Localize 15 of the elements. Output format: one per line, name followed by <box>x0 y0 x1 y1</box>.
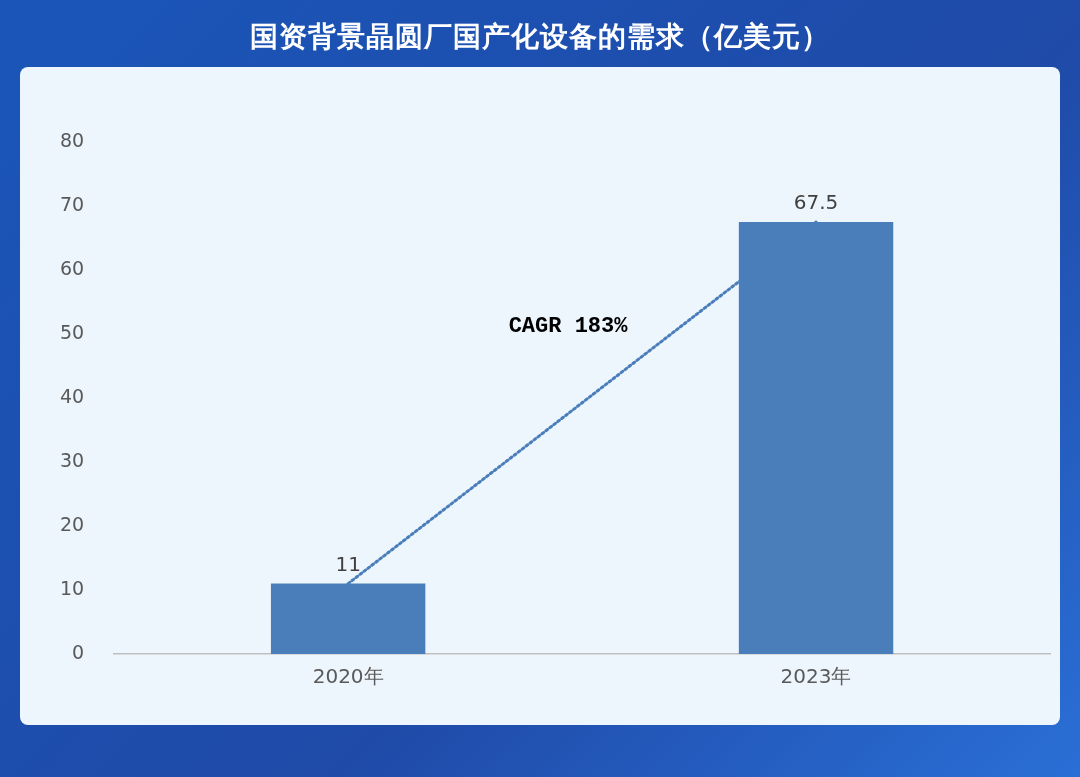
annotation: CAGR 183% <box>508 313 629 339</box>
y-tick-label: 0 <box>72 640 85 663</box>
x-tick-label: 2020年 <box>312 664 384 689</box>
y-tick-label: 40 <box>59 384 85 407</box>
y-tick-label: 20 <box>59 512 85 535</box>
data-label: 67.5 <box>793 190 839 215</box>
y-tick-label: 80 <box>59 128 85 151</box>
data-label: 11 <box>335 551 361 576</box>
y-tick-label: 10 <box>59 576 85 599</box>
x-tick-label: 2023年 <box>780 664 852 689</box>
chart-title: 国资背景晶圆厂国产化设备的需求（亿美元） <box>249 19 831 55</box>
y-tick-label: 50 <box>59 320 85 343</box>
y-tick-label: 30 <box>59 448 85 471</box>
y-tick-label: 70 <box>59 192 85 215</box>
y-tick-label: 60 <box>59 256 85 279</box>
